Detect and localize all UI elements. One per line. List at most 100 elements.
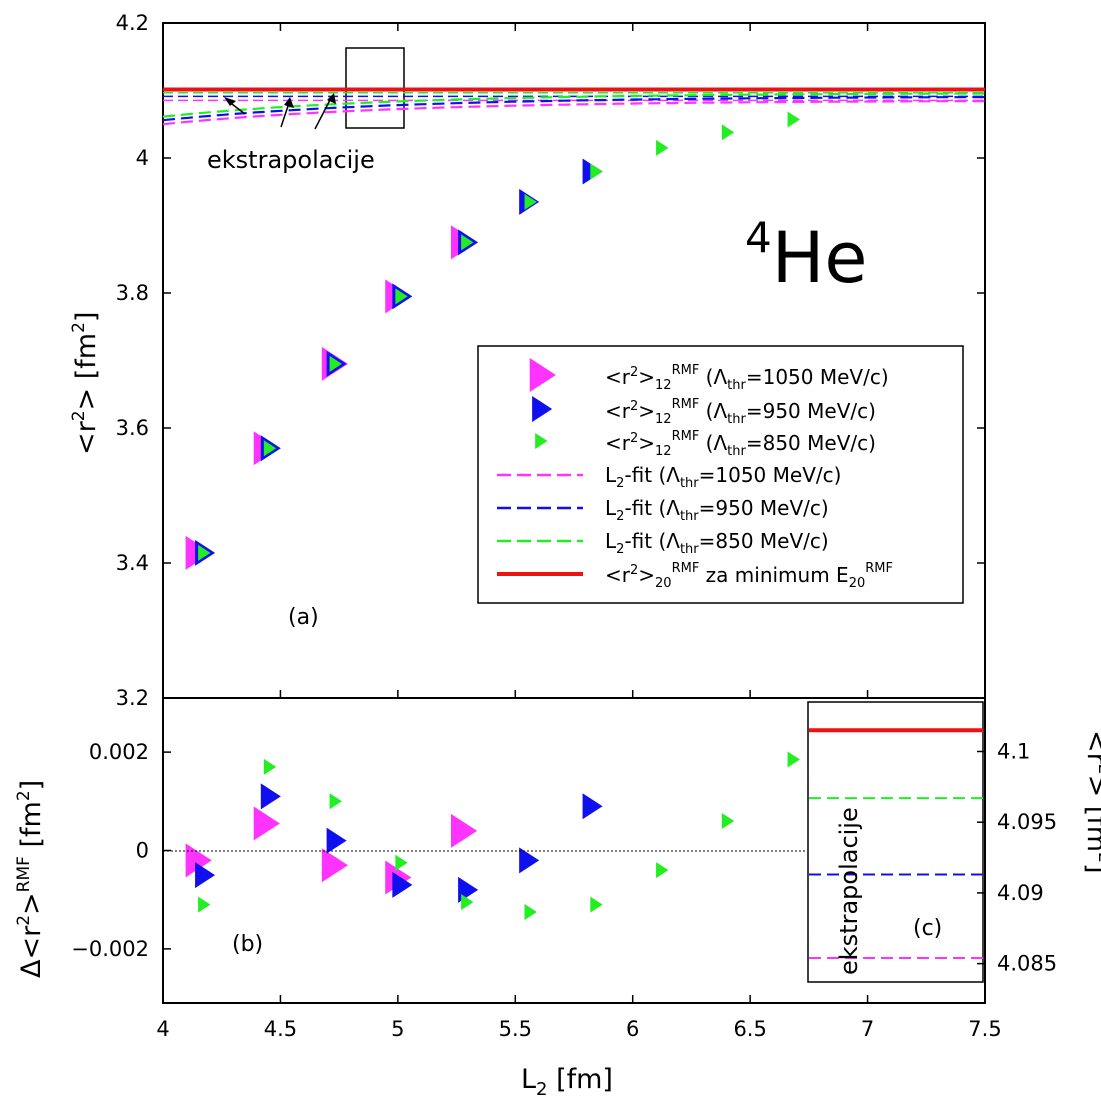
data-point-a [395, 288, 408, 305]
lg2-lv: =950 MeV/c) [746, 399, 876, 423]
data-point-b [582, 793, 603, 820]
data-point-b [263, 758, 277, 775]
ya-suffix: > [fm [71, 333, 102, 411]
yc-sup: 2 [1094, 764, 1101, 775]
lg5-mid: -fit [624, 496, 652, 520]
data-point-b [185, 843, 212, 878]
legend-text-4: L2-fit (Λthr=1050 MeV/c) [605, 463, 841, 491]
lg3-a: <r [605, 431, 631, 455]
y-axis-label-a: <r2> [fm2] [69, 312, 102, 455]
lg7-sub: 20 [655, 576, 672, 591]
data-point-a [263, 440, 277, 457]
lg1-mid: > [638, 365, 655, 389]
lg2-ls: thr [727, 412, 746, 427]
lg7-a: <r [605, 563, 631, 587]
yb-unit: [fm [16, 801, 47, 856]
y-tick-label-c: 4.085 [997, 952, 1057, 976]
lg5-sub: 2 [616, 509, 624, 524]
x-tick-label: 5 [391, 1017, 404, 1041]
x-tick-label: 6 [626, 1017, 639, 1041]
data-point-b [321, 848, 348, 883]
data-point-b [260, 783, 281, 810]
fit-curve [162, 96, 985, 122]
panel-c-label: (c) [913, 916, 942, 941]
data-point-b [395, 854, 408, 871]
lg1-sub: 12 [655, 378, 672, 393]
lg5-a: L [605, 496, 617, 520]
lg5-lv: =950 MeV/c) [699, 496, 829, 520]
fit-curve [162, 100, 985, 126]
yc-end: ] [1081, 863, 1101, 874]
ya-sup: 2 [69, 410, 89, 421]
nucleus-mass-number: 4 [745, 213, 772, 262]
yb-sup: 2 [14, 915, 34, 926]
panel-c-frame [807, 701, 984, 983]
lg4-mid: -fit [624, 463, 652, 487]
legend-markers [497, 358, 583, 576]
lg3-lp: (Λ [699, 431, 727, 455]
ya-end: ] [71, 312, 102, 323]
yb-prefix: Δ<r [16, 925, 47, 978]
yc-prefix: <r [1081, 730, 1101, 765]
lg1-a: <r [605, 365, 631, 389]
legend-text-2: <r2>12RMF (Λthr=950 MeV/c) [605, 397, 876, 427]
data-point-b [450, 813, 478, 848]
data-point-a [198, 544, 211, 561]
lg4-ls: thr [680, 476, 699, 491]
yb-suffix: > [16, 892, 47, 915]
lg3-rmf: RMF [672, 429, 700, 444]
panel-a-label: (a) [288, 605, 319, 630]
lg1-rmf: RMF [672, 363, 700, 378]
legend-texts: <r2>12RMF (Λthr=1050 MeV/c) <r2>12RMF (Λ… [605, 363, 893, 591]
lg7-tail: za minimum E [699, 563, 848, 587]
y-tick-label-a: 3.4 [116, 551, 149, 575]
data-point-a [524, 193, 537, 210]
data-point-a [787, 111, 800, 128]
data-point-b [195, 862, 216, 889]
legend-marker [532, 396, 553, 422]
lg6-sub: 2 [616, 542, 624, 557]
arrow-3 [314, 97, 332, 130]
data-point-b [787, 751, 800, 768]
y-tick-label-a: 4.2 [116, 11, 149, 35]
lg1-sup: 2 [630, 365, 638, 380]
lg6-lp: (Λ [652, 529, 680, 553]
annotation-ekstrapolacije-c: ekstrapolacije [835, 807, 863, 975]
yb-end: ] [16, 780, 47, 791]
data-point-b [392, 871, 413, 898]
nucleus-symbol: He [772, 217, 868, 299]
x-axis-label: L2 [fm] [521, 1064, 613, 1100]
yb-sup-rmf: RMF [14, 856, 34, 892]
lg6-a: L [605, 529, 617, 553]
arrow-2 [280, 102, 290, 128]
yc-suffix: > [fm [1081, 775, 1101, 853]
legend-text-6: L2-fit (Λthr=850 MeV/c) [605, 529, 829, 557]
lg3-ls: thr [727, 444, 746, 459]
lg7-rmf: RMF [672, 561, 700, 576]
x-label-sub: 2 [536, 1079, 547, 1100]
data-point-b [253, 806, 280, 841]
data-point-a [656, 139, 669, 156]
x-label-unit: [fm] [548, 1064, 613, 1095]
fit-curve [162, 92, 986, 118]
lg7-sup: 2 [630, 563, 638, 578]
legend-text-7: <r2>20RMF za minimum E20RMF [605, 561, 893, 591]
lg5-lp: (Λ [652, 496, 680, 520]
lg1-lp: (Λ [699, 365, 727, 389]
lg6-ls: thr [680, 542, 699, 557]
lg3-lv: =850 MeV/c) [746, 431, 876, 455]
data-point-a [590, 163, 603, 180]
data-point-a [461, 234, 474, 251]
lg5-ls: thr [680, 509, 699, 524]
lg7-mid: > [638, 563, 655, 587]
legend-text-3: <r2>12RMF (Λthr=850 MeV/c) [605, 429, 876, 459]
lg6-mid: -fit [624, 529, 652, 553]
lg7-tsup: RMF [865, 561, 893, 576]
y-axis-label-b: Δ<r2>RMF [fm2] [14, 780, 47, 978]
legend-text-5: L2-fit (Λthr=950 MeV/c) [605, 496, 829, 524]
arrowhead-2 [284, 97, 294, 108]
x-tick-label: 7 [861, 1017, 874, 1041]
lg7-tsub: 20 [849, 576, 866, 591]
data-point-a [721, 124, 735, 141]
x-tick-label: 5.5 [499, 1017, 532, 1041]
